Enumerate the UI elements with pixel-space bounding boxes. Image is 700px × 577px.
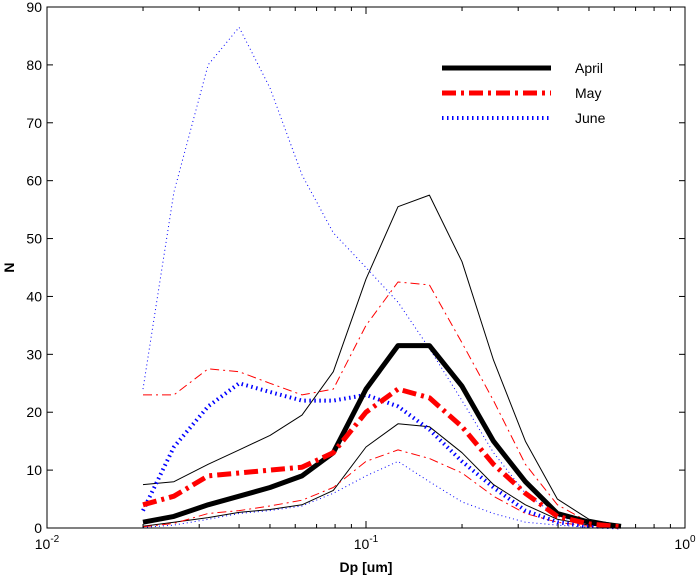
legend-label: April [575, 60, 603, 76]
y-tick-label: 80 [26, 57, 42, 73]
series-line [143, 281, 622, 527]
series-line [142, 460, 622, 529]
x-tick-label: 100 [674, 534, 696, 552]
y-tick-label: 50 [26, 231, 42, 247]
legend: April May June [442, 60, 606, 126]
x-tick-label: 10-1 [354, 534, 379, 552]
y-tick-label: 60 [26, 173, 42, 189]
legend-label: May [575, 85, 601, 101]
y-tick-label: 10 [26, 462, 42, 478]
x-tick-label: 10-2 [35, 534, 60, 552]
y-axis-label: N [1, 262, 17, 272]
y-axis-ticks: 0 10 20 30 40 50 60 70 80 90 [26, 0, 685, 536]
series-line [142, 386, 622, 530]
series-line [142, 449, 622, 528]
y-tick-label: 40 [26, 288, 42, 304]
series-line [142, 194, 622, 526]
y-tick-label: 20 [26, 404, 42, 420]
x-axis-label: Dp [um] [340, 559, 393, 575]
y-tick-label: 30 [26, 346, 42, 362]
series-line [142, 343, 622, 529]
series-line [142, 423, 622, 528]
plot-lines [141, 26, 622, 530]
legend-label: June [575, 110, 606, 126]
y-tick-label: 0 [34, 520, 42, 536]
x-axis-ticks: 10-2 10-1 100 [35, 7, 696, 552]
series-line [142, 26, 622, 528]
y-tick-label: 70 [26, 115, 42, 131]
y-tick-label: 90 [26, 0, 42, 15]
